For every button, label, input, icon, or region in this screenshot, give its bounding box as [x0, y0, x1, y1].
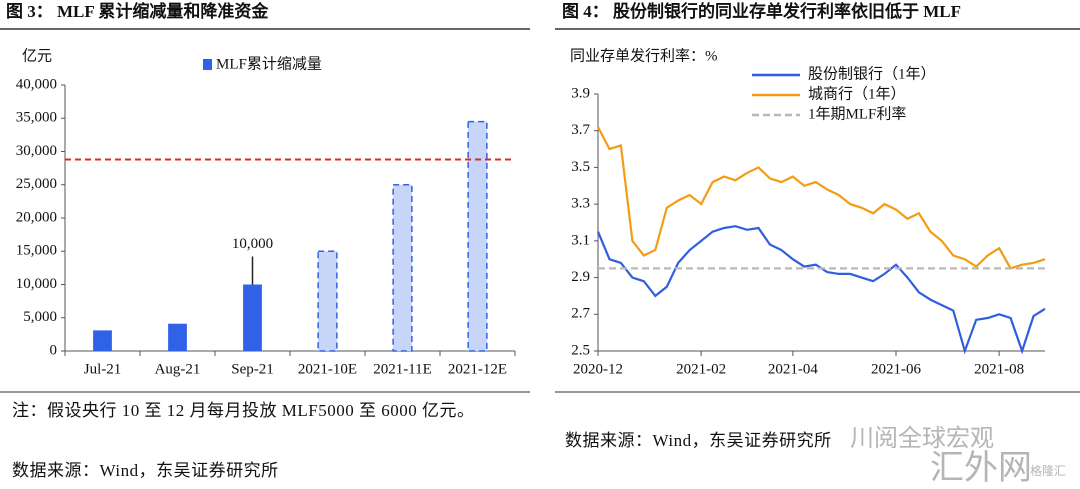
x-tick-label: Aug-21 [155, 361, 201, 377]
y-tick-label: 3.9 [571, 85, 590, 101]
note: 注：假设央行 10 至 12 月每月投放 MLF5000 至 6000 亿元。 [12, 401, 475, 420]
y-tick-label: 35,000 [16, 110, 57, 126]
chart-title: 图 3： MLF 累计缩减量和降准资金 [6, 1, 269, 21]
x-tick-label: Jul-21 [84, 361, 122, 377]
watermark: 汇外网 [930, 448, 1032, 488]
y-tick-label: 2.9 [571, 269, 590, 285]
watermark: 川阅全球宏观 [850, 424, 994, 452]
title-bar [0, 0, 530, 28]
y-tick-label: 5,000 [23, 309, 57, 325]
y-axis-label: 同业存单发行利率：% [570, 47, 718, 64]
y-tick-label: 15,000 [16, 243, 57, 259]
y-tick-label: 3.7 [571, 122, 590, 138]
y-tick-label: 30,000 [16, 143, 57, 159]
y-tick-label: 2.5 [571, 342, 590, 358]
y-tick-label: 2.7 [571, 306, 590, 322]
y-tick-label: 0 [50, 342, 58, 358]
y-tick-label: 20,000 [16, 209, 57, 225]
y-tick-label: 40,000 [16, 76, 57, 92]
bar [467, 120, 488, 352]
bar [392, 184, 413, 352]
bar [168, 323, 187, 351]
legend-label: MLF累计缩减量 [216, 55, 322, 72]
y-tick-label: 3.3 [571, 196, 590, 212]
bar [93, 330, 112, 351]
data-label: 10,000 [232, 236, 273, 252]
chart-title: 图 4： 股份制银行的同业存单发行利率依旧低于 MLF [562, 1, 961, 21]
legend-label: 股份制银行（1年） [808, 65, 936, 82]
legend-label: 1年期MLF利率 [808, 105, 906, 122]
x-tick-label: 2021-08 [974, 361, 1024, 377]
y-axis-label: 亿元 [22, 47, 52, 64]
source: 数据来源：Wind，东吴证券研究所 [12, 461, 279, 480]
series-line [597, 126, 1046, 270]
legend-swatch [203, 59, 212, 70]
y-tick-label: 25,000 [16, 176, 57, 192]
x-tick-label: 2021-02 [676, 361, 726, 377]
bar [317, 250, 338, 352]
legend-label: 城商行（1年） [808, 85, 906, 102]
watermark: 格隆汇 [1030, 464, 1067, 478]
x-tick-label: 2021-06 [871, 361, 921, 377]
x-tick-label: 2021-12E [448, 361, 507, 377]
x-tick-label: 2021-10E [298, 361, 357, 377]
x-tick-label: 2021-11E [373, 361, 432, 377]
y-tick-label: 10,000 [16, 276, 57, 292]
x-tick-label: Sep-21 [231, 361, 274, 377]
series-line [596, 225, 1046, 355]
source: 数据来源：Wind，东吴证券研究所 [565, 431, 832, 450]
y-tick-label: 3.5 [571, 159, 590, 175]
x-tick-label: 2020-12 [573, 361, 623, 377]
y-tick-label: 3.1 [571, 232, 590, 248]
bar [243, 284, 262, 351]
x-tick-label: 2021-04 [768, 361, 818, 377]
